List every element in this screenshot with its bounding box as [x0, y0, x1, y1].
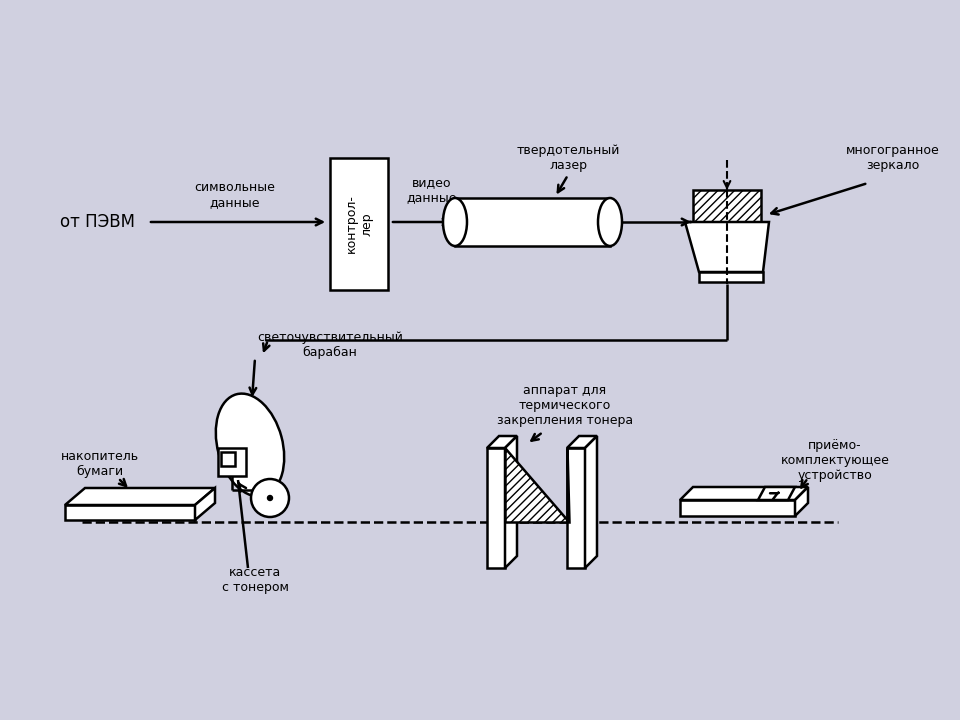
- Text: от ПЭВМ: от ПЭВМ: [60, 213, 135, 231]
- Ellipse shape: [251, 479, 289, 517]
- Polygon shape: [567, 448, 569, 522]
- Bar: [455, 198, 610, 246]
- Polygon shape: [567, 448, 585, 568]
- Polygon shape: [680, 500, 795, 516]
- Text: накопитель
бумаги: накопитель бумаги: [60, 450, 139, 478]
- Text: видео
данные: видео данные: [407, 176, 457, 204]
- Bar: [221, 452, 235, 466]
- Text: символьные
данные: символьные данные: [195, 181, 276, 209]
- Polygon shape: [505, 448, 569, 522]
- Polygon shape: [487, 448, 505, 568]
- Polygon shape: [505, 436, 517, 568]
- Text: кассета
с тонером: кассета с тонером: [222, 566, 289, 594]
- Text: твердотельный
лазер: твердотельный лазер: [516, 144, 620, 172]
- Polygon shape: [680, 487, 808, 500]
- Polygon shape: [758, 487, 795, 500]
- Polygon shape: [567, 436, 597, 448]
- Text: контрол-
лер: контрол- лер: [345, 194, 373, 253]
- Polygon shape: [685, 222, 769, 272]
- Polygon shape: [65, 488, 215, 505]
- Text: многогранное
зеркало: многогранное зеркало: [846, 144, 940, 172]
- Polygon shape: [699, 272, 763, 282]
- Polygon shape: [487, 436, 517, 448]
- Bar: [330, 158, 388, 290]
- Ellipse shape: [598, 198, 622, 246]
- Polygon shape: [585, 436, 597, 568]
- Bar: [693, 190, 761, 222]
- Polygon shape: [65, 505, 195, 520]
- Bar: [218, 448, 246, 476]
- Ellipse shape: [443, 198, 467, 246]
- Ellipse shape: [216, 394, 284, 496]
- Text: светочувствительный
барабан: светочувствительный барабан: [257, 331, 403, 359]
- Text: приёмо-
комплектующее
устройство: приёмо- комплектующее устройство: [780, 438, 889, 482]
- Ellipse shape: [268, 495, 273, 500]
- Polygon shape: [195, 488, 215, 520]
- Polygon shape: [795, 487, 808, 516]
- Text: аппарат для
термического
закрепления тонера: аппарат для термического закрепления тон…: [497, 384, 633, 426]
